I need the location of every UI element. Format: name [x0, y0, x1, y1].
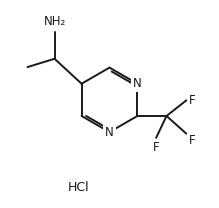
Text: HCl: HCl — [67, 181, 89, 194]
Text: N: N — [133, 77, 142, 90]
Text: F: F — [189, 94, 196, 107]
Text: F: F — [189, 134, 196, 147]
Text: N: N — [105, 126, 114, 139]
Text: F: F — [153, 141, 159, 154]
Text: NH₂: NH₂ — [43, 15, 66, 27]
